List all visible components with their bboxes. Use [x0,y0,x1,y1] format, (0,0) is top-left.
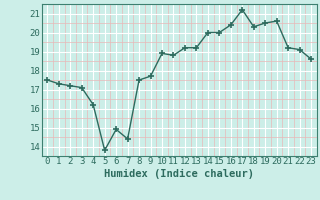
X-axis label: Humidex (Indice chaleur): Humidex (Indice chaleur) [104,169,254,179]
